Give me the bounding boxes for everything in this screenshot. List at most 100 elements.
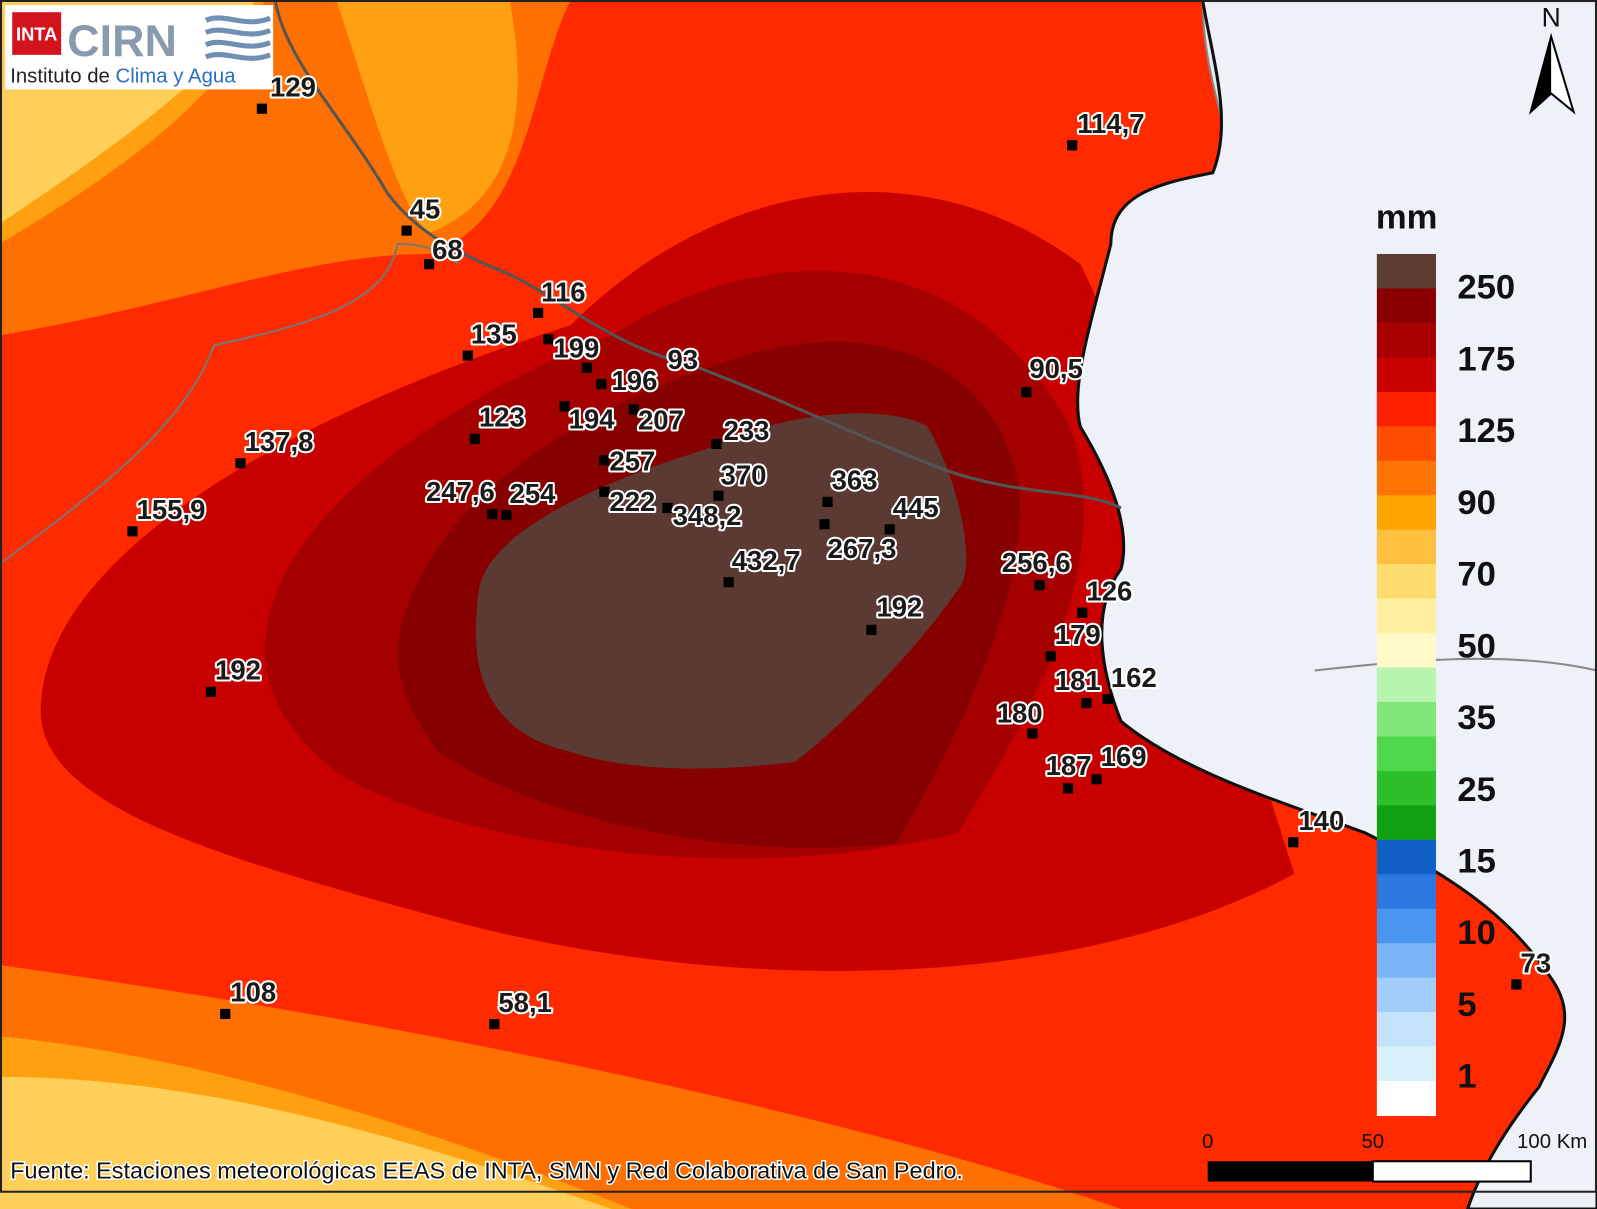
legend-swatch bbox=[1376, 701, 1436, 737]
logo-subtitle-prefix: Instituto de bbox=[10, 65, 110, 87]
station-label: 169 bbox=[1101, 741, 1147, 772]
station-marker bbox=[489, 1019, 500, 1030]
station-label: 93 bbox=[668, 344, 699, 375]
station-marker bbox=[462, 350, 473, 361]
station-marker bbox=[469, 433, 481, 444]
station-marker bbox=[599, 455, 610, 466]
station-marker bbox=[822, 496, 833, 507]
legend-swatch bbox=[1376, 633, 1436, 669]
station-label: 90,5 bbox=[1029, 353, 1083, 384]
legend-swatch bbox=[1376, 322, 1436, 358]
station-label: 114,7 bbox=[1077, 108, 1144, 139]
station-label: 194 bbox=[569, 404, 616, 435]
legend-swatch bbox=[1376, 357, 1436, 393]
station-label: 192 bbox=[876, 592, 922, 623]
station-label: 370 bbox=[721, 460, 767, 491]
legend-label: 90 bbox=[1457, 484, 1496, 522]
legend-swatch bbox=[1376, 288, 1436, 324]
station-label: 187 bbox=[1046, 750, 1092, 781]
band-70-90 bbox=[336, 0, 518, 234]
station-label: 196 bbox=[611, 365, 657, 396]
legend-label: 35 bbox=[1457, 699, 1496, 737]
legend-swatch bbox=[1376, 736, 1436, 772]
legend-swatch bbox=[1376, 908, 1436, 944]
station-label: 267,3 bbox=[828, 533, 897, 564]
legend-swatch bbox=[1376, 495, 1436, 531]
legend-swatch bbox=[1376, 805, 1436, 841]
station-marker bbox=[1045, 651, 1056, 662]
scale-segment bbox=[1371, 1160, 1532, 1183]
legend-label: 175 bbox=[1457, 340, 1515, 378]
station-label: 73 bbox=[1521, 947, 1552, 978]
legend-label: 5 bbox=[1457, 986, 1476, 1024]
legend-swatch bbox=[1376, 977, 1436, 1013]
scale-label: 0 bbox=[1202, 1131, 1213, 1153]
station-label: 126 bbox=[1086, 575, 1132, 606]
legend-swatch bbox=[1376, 598, 1436, 634]
station-marker bbox=[543, 334, 554, 345]
station-marker bbox=[220, 1008, 231, 1020]
legend-label: 1 bbox=[1457, 1058, 1476, 1096]
station-label: 222 bbox=[609, 486, 655, 517]
station-marker bbox=[533, 307, 544, 318]
legend-label: 10 bbox=[1457, 914, 1496, 952]
station-label: 181 bbox=[1055, 665, 1101, 696]
station-marker bbox=[1091, 774, 1102, 785]
scale-label: 50 bbox=[1361, 1131, 1384, 1153]
legend-unit: mm bbox=[1376, 199, 1438, 237]
station-marker bbox=[487, 508, 498, 520]
station-label: 137,8 bbox=[245, 426, 314, 457]
station-label: 192 bbox=[215, 655, 261, 686]
station-marker bbox=[599, 486, 610, 497]
legend-swatch bbox=[1376, 1012, 1436, 1048]
border bbox=[1314, 657, 1597, 672]
legend-swatch bbox=[1376, 1046, 1436, 1082]
station-label: 140 bbox=[1298, 805, 1344, 836]
station-marker bbox=[1102, 693, 1113, 705]
river bbox=[273, 0, 1122, 510]
legend-swatch bbox=[1376, 460, 1436, 496]
legend-label: 70 bbox=[1457, 556, 1496, 594]
legend-swatch bbox=[1376, 770, 1436, 806]
legend-swatch bbox=[1376, 667, 1436, 703]
station-marker bbox=[723, 577, 734, 588]
source-note: Fuente: Estaciones meteorológicas EEAS d… bbox=[10, 1158, 963, 1184]
station-marker bbox=[866, 624, 877, 635]
scale-bar: 0 50 100 Km bbox=[1202, 1131, 1587, 1183]
legend-swatch bbox=[1376, 1081, 1436, 1117]
station-marker bbox=[401, 225, 412, 236]
station-marker bbox=[1062, 783, 1074, 794]
station-marker bbox=[819, 519, 830, 530]
estuary-sea bbox=[1076, 0, 1597, 1209]
scale-segment bbox=[1207, 1161, 1373, 1182]
legend-label: 125 bbox=[1457, 412, 1515, 450]
station-label: 68 bbox=[432, 234, 463, 265]
station-marker bbox=[501, 510, 512, 521]
scale-label: 100 Km bbox=[1517, 1131, 1587, 1153]
stations: 129 114,7 45 68 116 135 199 93 196 123 194 207 233 25… bbox=[127, 70, 1553, 1030]
north-label: N bbox=[1542, 2, 1561, 32]
station-marker bbox=[1034, 580, 1045, 591]
legend: mm 250 175 125 90 70 50 35 25 15 10 5 1 bbox=[1376, 199, 1515, 1117]
station-label: 199 bbox=[553, 333, 599, 364]
station-label: 233 bbox=[724, 415, 770, 446]
station-marker bbox=[423, 259, 435, 270]
station-label: 348,2 bbox=[673, 500, 742, 531]
legend-swatch bbox=[1376, 839, 1436, 875]
station-label: 123 bbox=[479, 402, 525, 433]
legend-label: 250 bbox=[1457, 269, 1515, 307]
station-marker bbox=[1077, 607, 1088, 618]
station-marker bbox=[713, 490, 724, 501]
legend-swatch bbox=[1376, 564, 1436, 600]
logo-waves bbox=[204, 15, 272, 61]
station-marker bbox=[884, 524, 895, 535]
legend-label: 15 bbox=[1457, 843, 1496, 881]
logo-name: CIRN bbox=[67, 16, 177, 66]
station-marker bbox=[256, 103, 268, 114]
station-label: 129 bbox=[270, 72, 316, 103]
station-label: 155,9 bbox=[137, 494, 206, 525]
station-label: 116 bbox=[541, 277, 585, 308]
station-label: 179 bbox=[1055, 619, 1101, 650]
